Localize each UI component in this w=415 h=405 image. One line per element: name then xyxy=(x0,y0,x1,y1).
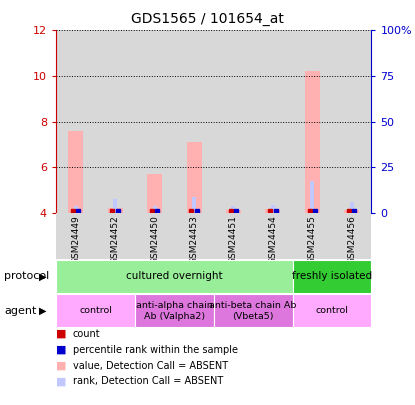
Text: cultured overnight: cultured overnight xyxy=(126,271,222,281)
Bar xyxy=(95,30,135,213)
Text: percentile rank within the sample: percentile rank within the sample xyxy=(73,345,238,355)
Bar xyxy=(293,213,332,259)
Text: GSM24454: GSM24454 xyxy=(269,215,277,264)
Text: anti-alpha chain
Ab (Valpha2): anti-alpha chain Ab (Valpha2) xyxy=(136,301,212,320)
Bar xyxy=(271,205,275,213)
Text: GSM24450: GSM24450 xyxy=(150,215,159,264)
Bar xyxy=(332,30,371,213)
Bar xyxy=(332,213,371,259)
Text: GSM24455: GSM24455 xyxy=(308,215,317,264)
Text: rank, Detection Call = ABSENT: rank, Detection Call = ABSENT xyxy=(73,376,223,386)
Bar xyxy=(310,181,314,213)
Bar xyxy=(135,213,174,259)
Text: GSM24456: GSM24456 xyxy=(347,215,356,264)
Bar xyxy=(214,30,253,213)
Bar xyxy=(56,260,293,293)
Bar xyxy=(56,30,95,213)
Text: value, Detection Call = ABSENT: value, Detection Call = ABSENT xyxy=(73,360,228,371)
Bar xyxy=(68,130,83,213)
Text: GDS1565 / 101654_at: GDS1565 / 101654_at xyxy=(131,12,284,26)
Text: ■: ■ xyxy=(56,360,66,371)
Bar xyxy=(56,213,95,259)
Bar xyxy=(232,206,235,213)
Bar xyxy=(293,294,371,327)
Bar xyxy=(113,199,117,213)
Text: ■: ■ xyxy=(56,345,66,355)
Text: GSM24452: GSM24452 xyxy=(111,215,120,264)
Text: ■: ■ xyxy=(56,376,66,386)
Text: control: control xyxy=(315,306,349,315)
Bar xyxy=(186,142,202,213)
Text: agent: agent xyxy=(4,306,37,316)
Bar xyxy=(107,208,123,213)
Bar xyxy=(95,213,135,259)
Bar xyxy=(344,210,359,213)
Bar xyxy=(253,213,293,259)
Text: GSM24451: GSM24451 xyxy=(229,215,238,264)
Bar xyxy=(147,174,162,213)
Text: GSM24449: GSM24449 xyxy=(71,215,80,264)
Text: GSM24453: GSM24453 xyxy=(190,215,198,264)
Bar xyxy=(135,30,174,213)
Bar xyxy=(56,294,135,327)
Text: ▶: ▶ xyxy=(39,271,47,281)
Bar xyxy=(135,294,214,327)
Bar xyxy=(214,213,253,259)
Bar xyxy=(174,30,214,213)
Bar xyxy=(226,210,241,213)
Text: ▶: ▶ xyxy=(39,306,47,316)
Text: anti-beta chain Ab
(Vbeta5): anti-beta chain Ab (Vbeta5) xyxy=(210,301,297,320)
Bar xyxy=(305,71,320,213)
Bar xyxy=(293,260,371,293)
Bar xyxy=(253,30,293,213)
Bar xyxy=(265,209,281,213)
Bar xyxy=(214,294,293,327)
Text: control: control xyxy=(79,306,112,315)
Text: protocol: protocol xyxy=(4,271,49,281)
Bar xyxy=(192,197,196,213)
Bar xyxy=(74,206,78,213)
Text: count: count xyxy=(73,329,100,339)
Bar xyxy=(350,202,354,213)
Bar xyxy=(153,206,156,213)
Bar xyxy=(174,213,214,259)
Bar xyxy=(293,30,332,213)
Text: freshly isolated: freshly isolated xyxy=(292,271,372,281)
Text: ■: ■ xyxy=(56,329,66,339)
